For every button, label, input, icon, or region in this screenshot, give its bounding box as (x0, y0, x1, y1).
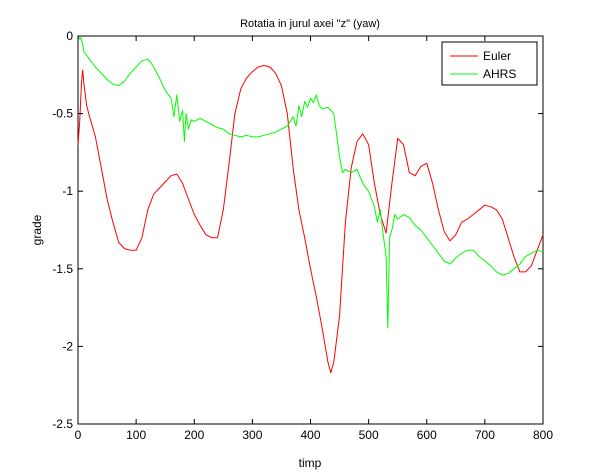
legend-label-ahrs: AHRS (483, 67, 516, 81)
y-tick-label: -1 (62, 184, 73, 198)
y-tick-label: -2.5 (52, 417, 73, 431)
legend-box (441, 41, 538, 86)
y-tick-label: -0.5 (52, 107, 73, 121)
axes-box (77, 35, 544, 425)
plot-area (77, 35, 544, 425)
y-tick-label: -2 (62, 339, 73, 353)
y-axis-tick-labels: 0 -0.5 -1 -1.5 -2 -2.5 (52, 29, 73, 431)
y-axis-label: grade (30, 214, 44, 245)
x-tick-label: 800 (533, 428, 553, 442)
series-line-euler (77, 65, 544, 374)
series-lines (77, 35, 544, 374)
y-tick-label: -1.5 (52, 262, 73, 276)
x-tick-label: 200 (184, 428, 204, 442)
x-tick-label: 700 (475, 428, 495, 442)
x-tick-label: 0 (75, 428, 82, 442)
legend-label-euler: Euler (483, 49, 511, 63)
x-tick-label: 500 (359, 428, 379, 442)
legend: Euler AHRS (441, 41, 538, 86)
x-tick-label: 400 (300, 428, 320, 442)
x-axis-tick-labels: 0 100 200 300 400 500 600 700 800 (75, 428, 554, 442)
x-tick-label: 300 (242, 428, 262, 442)
x-tick-label: 100 (126, 428, 146, 442)
x-axis-label: timp (299, 456, 322, 470)
series-line-ahrs (77, 35, 544, 329)
x-tick-label: 600 (417, 428, 437, 442)
chart-title: Rotatia in jurul axei "z" (yaw) (240, 18, 380, 30)
axis-ticks (77, 35, 544, 425)
y-tick-label: 0 (66, 29, 73, 43)
